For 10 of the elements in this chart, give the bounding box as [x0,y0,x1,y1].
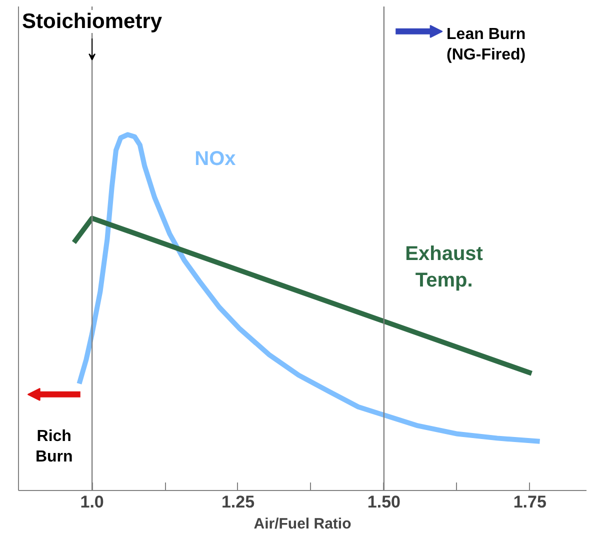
text: Lean Burn (NG-Fired) [446,26,526,64]
x-tick-label: 1.0 [80,492,104,512]
x-tick-label: 1.50 [367,492,400,512]
ref-line-label: Stoichiometry [22,10,162,34]
series-label: Exhaust Temp. [405,243,484,292]
text: NOx [194,148,236,170]
x-tick-label: 1.75 [513,492,546,512]
x-axis-title: Air/Fuel Ratio [254,516,352,532]
x-tick-label: 1.25 [221,492,255,512]
annotation: Rich Burn [35,428,73,466]
